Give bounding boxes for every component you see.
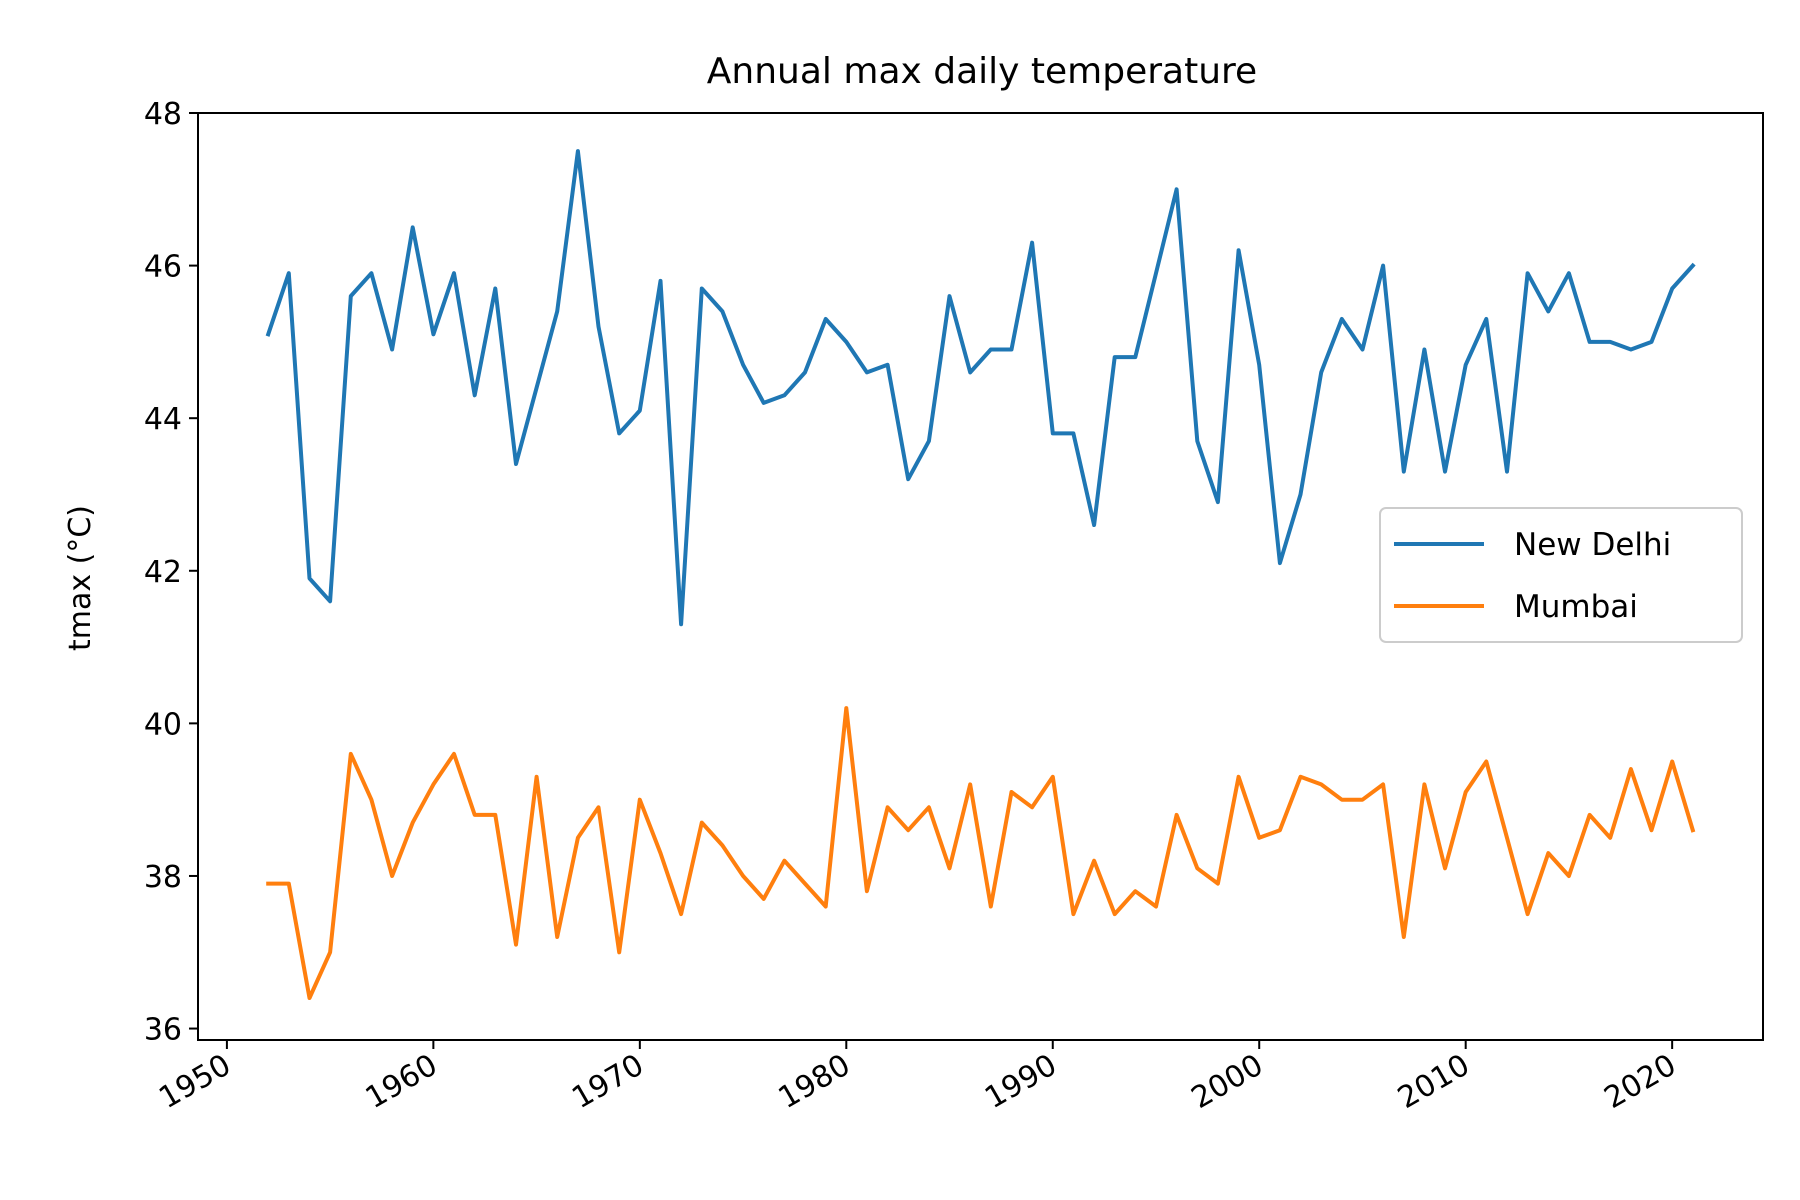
legend-label-0: New Delhi (1514, 527, 1671, 563)
legend-box (1379, 507, 1743, 643)
series-line-1 (266, 706, 1696, 1000)
y-tick-label: 46 (144, 250, 182, 285)
y-tick-label: 48 (144, 97, 182, 132)
y-tick-label: 40 (144, 707, 182, 742)
y-tick-label: 38 (144, 860, 182, 895)
plot-lines (265, 149, 1696, 1000)
y-axis: 36 38 40 42 44 46 48 (144, 97, 198, 1048)
series-line-0 (265, 149, 1696, 627)
axes-frame (197, 112, 1764, 1041)
y-axis-label: tmax (°C) (63, 505, 98, 651)
legend: New Delhi Mumbai (1379, 507, 1743, 643)
y-tick-label: 36 (144, 1013, 182, 1048)
y-tick-label: 44 (144, 402, 182, 437)
y-tick-label: 42 (144, 555, 182, 590)
legend-label-1: Mumbai (1514, 589, 1638, 625)
chart-title: Annual max daily temperature (707, 51, 1257, 92)
